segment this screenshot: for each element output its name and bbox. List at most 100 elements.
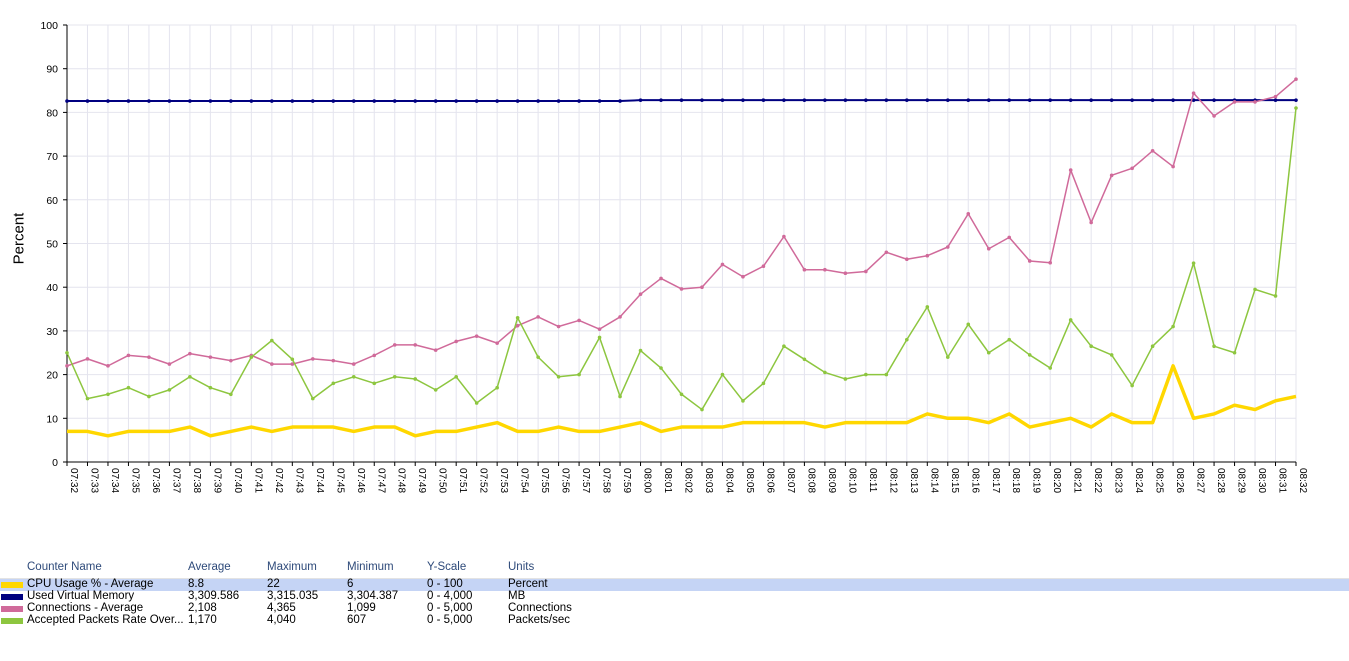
series-point	[1171, 98, 1175, 102]
series-point	[1130, 383, 1134, 388]
series-point	[106, 99, 110, 103]
y-tick-label: 10	[46, 413, 58, 425]
series-point	[741, 274, 745, 279]
x-tick-label: 08:08	[805, 468, 816, 493]
series-point	[638, 292, 643, 296]
series-point	[229, 358, 233, 363]
series-point	[925, 98, 930, 102]
counter-maximum: 3,315.035	[267, 590, 319, 602]
counter-y-scale: 0 - 4,000	[427, 590, 473, 602]
x-tick-label: 08:15	[949, 468, 960, 493]
series-point	[864, 269, 868, 274]
x-tick-label: 07:56	[560, 468, 571, 493]
series-point	[782, 98, 786, 102]
series-point	[1150, 344, 1155, 348]
series-point	[311, 99, 315, 103]
series-point	[1130, 166, 1134, 171]
series-point	[1253, 287, 1257, 292]
counter-y-scale: 0 - 5,000	[427, 614, 473, 626]
series-point	[1253, 100, 1257, 104]
header-counter-name[interactable]: Counter Name	[27, 561, 102, 573]
series-point	[270, 99, 274, 103]
series-point	[700, 407, 704, 412]
x-tick-label: 08:27	[1195, 468, 1206, 493]
counter-maximum: 4,040	[267, 614, 296, 626]
legend-header: Counter Name Average Maximum Minimum Y-S…	[0, 558, 1349, 578]
series-point	[638, 348, 643, 353]
x-tick-label: 08:22	[1092, 468, 1103, 493]
series-point	[761, 381, 766, 386]
x-tick-label: 07:46	[355, 468, 366, 493]
legend-row-cpu[interactable]: CPU Usage % - Average 8.8 22 6 0 - 100 P…	[0, 578, 1349, 591]
series-point	[1048, 260, 1052, 265]
series-point	[290, 357, 295, 362]
x-tick-label: 08:04	[723, 468, 734, 493]
series-point	[454, 374, 458, 379]
x-tick-label: 07:43	[293, 468, 304, 493]
header-units[interactable]: Units	[508, 561, 535, 573]
series-point	[659, 276, 663, 281]
x-tick-label: 08:18	[1010, 468, 1021, 493]
series-point	[290, 99, 295, 103]
x-tick-label: 07:59	[621, 468, 632, 493]
series-point	[597, 335, 602, 340]
counter-average: 8.8	[188, 578, 204, 590]
counter-maximum: 4,365	[267, 602, 296, 614]
x-tick-label: 08:03	[703, 468, 714, 493]
series-point	[1027, 259, 1032, 263]
series-line	[67, 364, 1297, 438]
legend-swatch	[1, 594, 23, 600]
series-point	[147, 394, 151, 399]
counter-y-scale: 0 - 100	[427, 578, 463, 590]
legend-row-packets[interactable]: Accepted Packets Rate Over... 1,170 4,04…	[0, 614, 1349, 627]
series-point	[864, 98, 868, 102]
series-point	[249, 99, 254, 103]
series-point	[208, 99, 213, 103]
series-point	[802, 98, 807, 102]
series-point	[392, 374, 397, 379]
header-y-scale[interactable]: Y-Scale	[427, 561, 467, 573]
counter-average: 3,309.586	[188, 590, 240, 602]
legend-row-memory[interactable]: Used Virtual Memory 3,309.586 3,315.035 …	[0, 590, 1349, 603]
series-point	[351, 362, 356, 366]
series-point	[1007, 235, 1012, 240]
series-point	[208, 355, 213, 359]
legend-swatch	[1, 582, 23, 588]
series-point	[351, 374, 356, 379]
series-point	[106, 364, 110, 368]
series-point	[905, 337, 909, 342]
x-tick-label: 08:21	[1072, 468, 1083, 493]
series-point	[515, 315, 520, 320]
series-point	[1150, 149, 1155, 153]
header-minimum[interactable]: Minimum	[347, 561, 394, 573]
series-point	[372, 99, 377, 103]
series-point	[1191, 98, 1196, 102]
header-maximum[interactable]: Maximum	[267, 561, 317, 573]
series-point	[986, 246, 991, 251]
x-tick-label: 08:26	[1174, 468, 1185, 493]
series-point	[536, 315, 540, 319]
series-point	[331, 381, 336, 386]
series-point	[1068, 168, 1073, 172]
series-point	[372, 381, 377, 386]
series-point	[311, 396, 315, 401]
series-point	[905, 257, 909, 262]
series-point	[331, 358, 336, 363]
series-point	[741, 399, 745, 403]
legend-row-connections[interactable]: Connections - Average 2,108 4,365 1,099 …	[0, 602, 1349, 615]
series-point	[126, 385, 131, 390]
x-tick-label: 08:24	[1133, 468, 1144, 493]
series-point	[720, 262, 725, 267]
x-tick-label: 07:34	[109, 468, 120, 493]
series-point	[761, 98, 766, 102]
series-point	[351, 99, 356, 103]
series-point	[1273, 294, 1278, 298]
x-tick-label: 08:09	[826, 468, 837, 493]
series-point	[577, 318, 581, 323]
header-average[interactable]: Average	[188, 561, 231, 573]
counter-minimum: 3,304.387	[347, 590, 399, 602]
series-point	[1294, 77, 1298, 81]
series-point	[1109, 353, 1114, 357]
chart-area: Percent 0 10 20 30 40 50 60 70 80 90 100 07:32 07:33…	[11, 20, 1309, 493]
x-tick-label: 08:06	[764, 468, 775, 493]
